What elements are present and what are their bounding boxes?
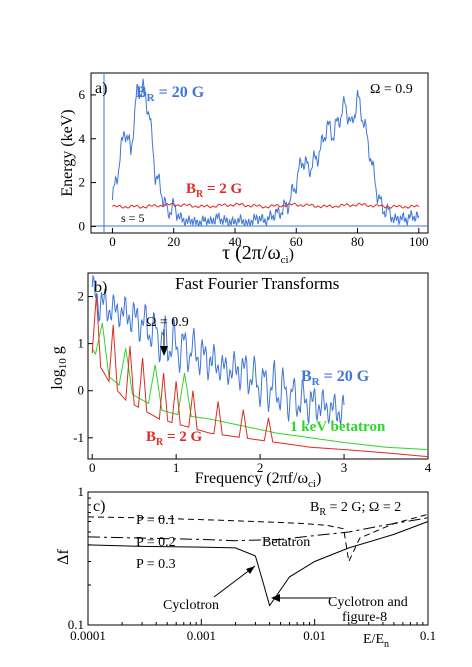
y-tick-label: 0.1	[68, 617, 84, 632]
series-line-br2	[91, 294, 428, 458]
x-tick-label: 0.001	[187, 628, 216, 643]
legend-betatron: 1 keV betatron	[290, 419, 386, 435]
x-tick-label: 60	[290, 234, 303, 249]
annotation-p02: P = 0.2	[136, 535, 176, 550]
annotation-p01: P = 0.1	[136, 513, 176, 528]
x-tick-label: 40	[228, 234, 241, 249]
panel-b-omega: Ω = 0.9	[146, 315, 189, 330]
x-tick-label: 0	[89, 460, 96, 475]
x-tick-label: 3	[341, 460, 348, 475]
y-tick-label: 0	[79, 218, 86, 233]
panel-c-ylabel: Δf	[55, 549, 72, 565]
panel-a-label: a)	[95, 80, 107, 97]
x-tick-label: 1	[173, 460, 180, 475]
y-tick-label: 0	[78, 383, 85, 398]
x-tick-label: 0	[109, 234, 116, 249]
legend-br20: BR = 20 G	[136, 84, 205, 104]
panel-b-title: Fast Fourier Transforms	[175, 274, 339, 293]
panel-c-xlabel: E/En	[363, 632, 389, 650]
annotation-cyclotron: Cyclotron	[163, 598, 219, 613]
x-tick-label: 2	[257, 460, 264, 475]
panel-b-label: b)	[94, 279, 107, 296]
panel-c-legend: BR = 2 G; Ω = 2	[310, 500, 401, 518]
x-tick-label: 80	[351, 234, 364, 249]
series-line-p01	[87, 513, 429, 564]
panel-a-ylabel: Energy (keV)	[59, 109, 76, 196]
y-tick-label: -1	[73, 430, 84, 445]
panel-c: 0.0001 0.001 0.01 0.1 1 0.1 c) BR = 2 G; Ω = …	[55, 484, 436, 650]
x-tick-label: 100	[409, 234, 429, 249]
panel-c-frame	[87, 491, 429, 626]
x-tick-label: 4	[425, 460, 432, 475]
panel-a: 0 20 40 60 80 100 0 2 4 6 a) BR = 20 G BR = 2 G Ω…	[59, 72, 429, 266]
panel-b-xlabel: Frequency (2πf/ωci)	[195, 470, 322, 490]
legend-br2: BR = 2 G	[186, 181, 243, 200]
series-line-br2	[112, 202, 420, 209]
annotation-p03: P = 0.3	[136, 557, 176, 572]
legend-br2: BR = 2 G	[146, 429, 203, 448]
series-line-p02	[87, 517, 429, 542]
series-line-p03	[87, 521, 429, 607]
y-tick-label: 1	[78, 484, 85, 499]
x-tick-label: 0.01	[303, 628, 326, 643]
legend-br20: BR = 20 G	[301, 368, 370, 388]
panel-a-s-label: s = 5	[121, 211, 144, 225]
panel-a-frame	[90, 72, 429, 234]
y-tick-label: 1	[78, 336, 85, 351]
cyclotron-arrow-head	[246, 566, 255, 574]
y-tick-label: 4	[79, 131, 86, 146]
x-tick-label: 20	[167, 234, 180, 249]
y-tick-label: 6	[79, 87, 86, 102]
panel-b-ylabel: log10 g	[49, 346, 69, 389]
y-tick-label: 2	[78, 289, 85, 304]
panel-b: 0 1 2 3 4 -1 0 1 2 b) Fast Fourier Transforms Ω …	[49, 272, 432, 490]
omega-arrow-head	[160, 346, 168, 356]
x-tick-label: 0.0001	[70, 628, 106, 643]
panel-c-label: c)	[93, 498, 105, 515]
cyc-fig8-arrow-head	[271, 594, 280, 602]
x-tick-label: 0.1	[420, 628, 436, 643]
y-tick-label: 2	[79, 175, 86, 190]
annotation-betatron: Betatron	[262, 535, 310, 550]
annotation-cyc-fig8-1: Cyclotron and	[328, 595, 408, 610]
series-line-br20	[111, 78, 420, 228]
series-line-betatron	[91, 322, 428, 451]
annotation-cyc-fig8-2: figure-8	[342, 610, 387, 625]
panel-b-frame	[87, 272, 429, 460]
panel-a-xlabel: τ (2π/ωci)	[222, 242, 294, 266]
panel-a-omega: Ω = 0.9	[370, 82, 413, 97]
series-line-br20	[91, 275, 345, 426]
